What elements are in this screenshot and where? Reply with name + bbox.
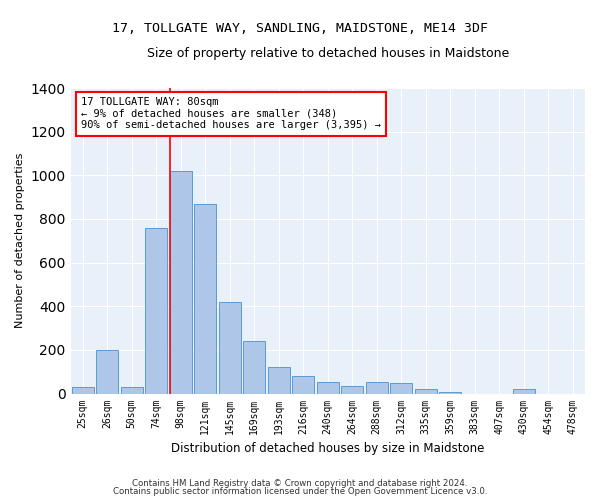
X-axis label: Distribution of detached houses by size in Maidstone: Distribution of detached houses by size …: [171, 442, 484, 455]
Text: Contains HM Land Registry data © Crown copyright and database right 2024.: Contains HM Land Registry data © Crown c…: [132, 478, 468, 488]
Title: Size of property relative to detached houses in Maidstone: Size of property relative to detached ho…: [146, 48, 509, 60]
Bar: [513, 389, 535, 394]
Bar: [317, 382, 339, 394]
Bar: [145, 228, 167, 394]
Bar: [121, 387, 143, 394]
Text: 17, TOLLGATE WAY, SANDLING, MAIDSTONE, ME14 3DF: 17, TOLLGATE WAY, SANDLING, MAIDSTONE, M…: [112, 22, 488, 36]
Y-axis label: Number of detached properties: Number of detached properties: [15, 153, 25, 328]
Bar: [415, 389, 437, 394]
Text: Contains public sector information licensed under the Open Government Licence v3: Contains public sector information licen…: [113, 487, 487, 496]
Bar: [366, 382, 388, 394]
Bar: [292, 376, 314, 394]
Bar: [96, 350, 118, 394]
Bar: [341, 386, 363, 394]
Bar: [194, 204, 217, 394]
Bar: [390, 382, 412, 394]
Bar: [219, 302, 241, 394]
Bar: [72, 387, 94, 394]
Bar: [268, 368, 290, 394]
Bar: [439, 392, 461, 394]
Bar: [243, 341, 265, 394]
Bar: [170, 171, 192, 394]
Text: 17 TOLLGATE WAY: 80sqm
← 9% of detached houses are smaller (348)
90% of semi-det: 17 TOLLGATE WAY: 80sqm ← 9% of detached …: [81, 97, 381, 130]
